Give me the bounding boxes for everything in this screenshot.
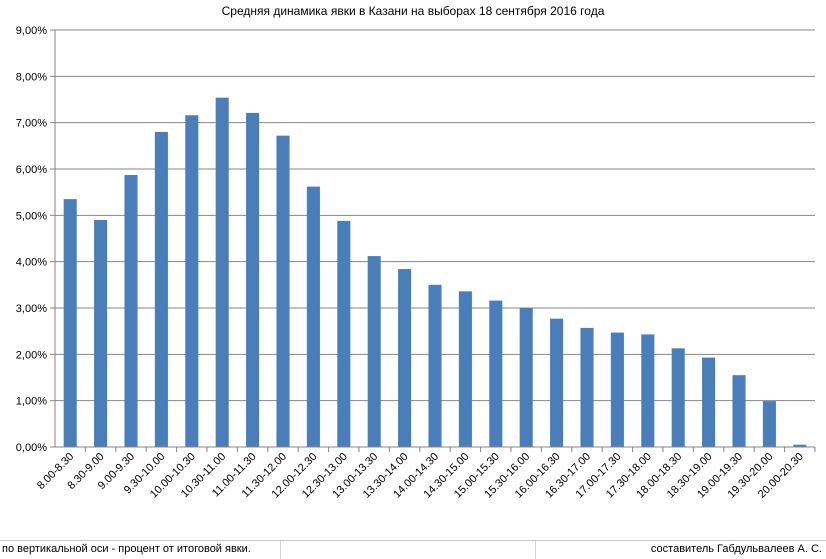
bar <box>641 334 655 447</box>
footer-divider <box>280 541 281 559</box>
bar <box>428 284 442 447</box>
y-tick-label: 2,00% <box>16 349 47 361</box>
footer-note: по вертикальной оси - процент от итогово… <box>2 543 251 555</box>
bar <box>732 375 746 447</box>
y-tick-label: 4,00% <box>16 257 47 269</box>
y-axis-tick-labels: 0,00% 1,00% 2,00% 3,00% 4,00% 5,00% 6,00% 7,00%… <box>16 25 47 454</box>
bar <box>63 199 77 447</box>
bar <box>458 291 472 447</box>
y-tick-label: 9,00% <box>16 25 47 37</box>
y-tick-label: 0,00% <box>16 442 47 454</box>
bar <box>185 115 199 448</box>
turnout-bar-chart: Средняя динамика явки в Казани на выбора… <box>16 4 816 501</box>
bar <box>519 308 533 447</box>
bar <box>306 186 320 447</box>
bar <box>398 269 412 447</box>
bar <box>702 357 716 447</box>
bar <box>610 332 624 447</box>
bar <box>154 131 168 447</box>
y-tick-label: 8,00% <box>16 71 47 83</box>
bars <box>63 97 807 448</box>
bar <box>94 219 108 447</box>
y-tick-label: 3,00% <box>16 303 47 315</box>
bar <box>367 256 381 447</box>
bar <box>762 401 776 447</box>
x-axis-tick-labels: 8.00-8.308.30-9.009.00-9.309.30-10.0010.… <box>35 451 806 501</box>
axes <box>50 29 816 452</box>
footer-bar: по вертикальной оси - процент от итогово… <box>0 540 826 559</box>
footer-divider <box>535 541 536 559</box>
gridlines <box>55 29 815 402</box>
y-tick-label: 7,00% <box>16 118 47 130</box>
bar <box>124 175 138 448</box>
y-tick-label: 5,00% <box>16 210 47 222</box>
chart-title: Средняя динамика явки в Казани на выбора… <box>222 4 605 18</box>
y-tick-label: 1,00% <box>16 396 47 408</box>
bar <box>550 318 564 447</box>
bar <box>276 135 290 447</box>
bar <box>671 348 685 447</box>
bar <box>580 327 594 447</box>
bar <box>337 220 351 447</box>
bar <box>489 300 503 447</box>
chart-area: Средняя динамика явки в Казани на выбора… <box>16 4 816 501</box>
y-tick-label: 6,00% <box>16 164 47 176</box>
footer-author: составитель Габдульвалеев А. С. <box>650 543 822 555</box>
bar <box>793 444 807 447</box>
bar <box>215 97 229 447</box>
bar <box>246 112 260 447</box>
